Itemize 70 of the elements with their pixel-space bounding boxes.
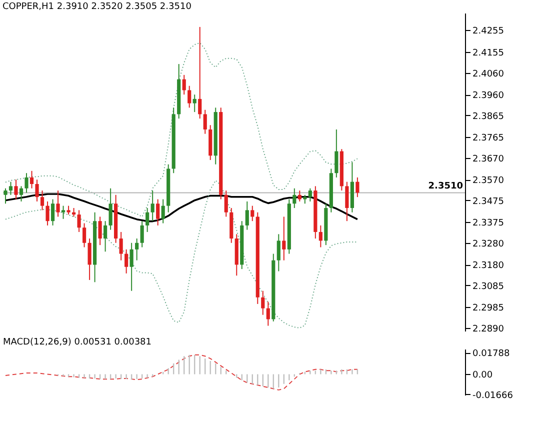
candlestick xyxy=(224,190,228,218)
line-series xyxy=(4,354,358,390)
candlestick xyxy=(98,216,102,246)
candlestick xyxy=(124,248,128,274)
candlestick xyxy=(61,205,66,220)
y-tick-label: 2.4155 xyxy=(472,48,504,59)
candlestick xyxy=(108,188,112,230)
candlestick xyxy=(308,188,312,202)
y-tick-label: 2.4060 xyxy=(472,69,504,80)
candlestick xyxy=(192,94,196,113)
candlestick xyxy=(4,188,8,204)
candlestick xyxy=(130,242,134,292)
candlestick xyxy=(8,181,13,196)
candlestick xyxy=(250,205,254,222)
y-tick-label: 2.3180 xyxy=(472,261,504,272)
candlestick xyxy=(119,231,123,261)
candlestick xyxy=(345,181,349,222)
candlestick xyxy=(46,200,50,226)
candlestick xyxy=(30,170,34,189)
y-tick-label: 2.2890 xyxy=(472,324,504,334)
candlestick xyxy=(356,176,360,198)
candlestick xyxy=(188,85,192,108)
line-series xyxy=(4,42,358,218)
y-tick-label: 0.01788 xyxy=(472,349,510,360)
candlestick xyxy=(318,224,322,248)
candlestick xyxy=(161,198,165,224)
chart-title: COPPER,H1 2.3910 2.3520 2.3505 2.3510 xyxy=(2,2,192,12)
candlestick xyxy=(266,301,270,326)
candlestick xyxy=(88,238,92,280)
candlestick xyxy=(182,74,186,96)
y-tick-label: 0.00 xyxy=(472,370,493,381)
y-tick-label: 2.3085 xyxy=(472,282,504,292)
y-tick-label: 2.3670 xyxy=(472,154,504,164)
y-tick-label: 2.3960 xyxy=(472,91,504,102)
candlestick xyxy=(104,220,108,252)
candlestick xyxy=(334,128,338,178)
chart-title: MACD(12,26,9) 0.00531 0.00381 xyxy=(3,338,152,348)
candlestick xyxy=(203,109,207,134)
candlestick xyxy=(282,216,286,261)
y-tick-label: 2.2985 xyxy=(472,304,504,314)
y-tick-label: 2.3375 xyxy=(472,218,504,229)
candlestick xyxy=(150,190,154,222)
y-tick-label: 2.3280 xyxy=(472,239,504,250)
candlestick xyxy=(140,220,144,248)
candlestick xyxy=(14,179,18,200)
candlestick xyxy=(19,186,24,202)
candlestick xyxy=(292,188,296,208)
candlestick xyxy=(40,190,44,211)
candlestick xyxy=(50,198,55,226)
y-tick-label: 2.3475 xyxy=(472,196,504,207)
candlestick xyxy=(35,179,39,202)
candlestick xyxy=(298,190,302,202)
line-series xyxy=(4,180,358,328)
y-tick-label: 2.3765 xyxy=(472,134,504,144)
candlestick xyxy=(135,238,139,261)
candlestick xyxy=(24,172,28,194)
ref-line-label: 2.3510 xyxy=(428,182,463,192)
y-tick-label: 2.3570 xyxy=(472,176,504,186)
y-tick-label: -0.01666 xyxy=(472,390,514,401)
y-tick-label: 2.4255 xyxy=(472,26,504,37)
candlestick xyxy=(56,190,60,218)
candlestick xyxy=(156,198,160,226)
candlestick xyxy=(146,207,150,232)
candlestick xyxy=(77,210,81,232)
candlestick xyxy=(276,234,280,272)
candlestick xyxy=(245,200,249,230)
candlestick xyxy=(82,222,86,248)
y-tick-label: 2.3865 xyxy=(472,112,504,122)
candlestick xyxy=(198,26,202,120)
candlestick xyxy=(261,290,265,316)
